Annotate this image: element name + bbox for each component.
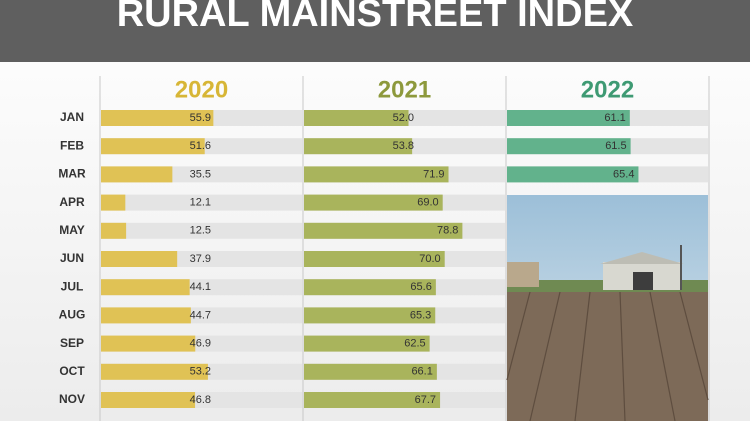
bar [304,138,413,155]
bar-track [101,194,302,211]
value-label: 67.7 [415,394,436,406]
value-label: 52.0 [393,112,414,124]
value-label: 35.5 [190,168,211,180]
bar [101,194,126,211]
value-label: 53.2 [190,366,211,378]
category-label: FEB [60,138,84,152]
value-label: 12.5 [190,225,211,237]
category-label: JUN [60,251,84,265]
bar [304,392,441,408]
category-label: JAN [60,110,84,124]
legend-year: 2022 [581,76,634,103]
bar-track [101,222,302,239]
bar [101,251,178,267]
value-label: 46.8 [190,394,211,406]
category-label: JUL [61,279,84,293]
bar [304,279,436,296]
legend-year: 2020 [175,76,228,103]
value-label: 44.1 [190,281,211,293]
legend-year: 2021 [378,76,431,103]
value-label: 12.1 [190,197,211,209]
value-label: 44.7 [190,309,211,321]
header-band [0,0,750,62]
value-label: 37.9 [190,253,211,265]
bar [304,166,449,183]
bar [101,335,196,352]
bar [304,335,430,352]
category-label: OCT [59,364,85,378]
value-label: 46.9 [190,338,211,350]
bar [304,307,436,324]
value-label: 66.1 [411,366,432,378]
bar [304,110,409,126]
bar [507,138,631,155]
bar [101,138,205,155]
category-label: MAR [58,167,86,181]
photo [506,195,709,421]
bar [101,222,127,239]
value-label: 69.0 [417,197,438,209]
bar [101,279,190,296]
bar [101,110,214,126]
bar [304,251,445,267]
category-label: MAY [59,223,85,237]
category-label: NOV [59,392,85,406]
bar [101,363,208,380]
value-label: 51.6 [190,140,211,152]
value-label: 53.8 [393,140,414,152]
category-label: AUG [59,308,86,322]
value-label: 62.5 [404,338,425,350]
value-label: 70.0 [419,253,440,265]
category-label: SEP [60,336,84,350]
category-label: APR [59,195,85,209]
bar [304,222,463,239]
value-label: 55.9 [190,112,211,124]
value-label: 61.1 [604,112,625,124]
value-label: 65.3 [410,309,431,321]
bar [304,194,443,211]
bar [507,166,639,183]
bar [101,166,173,183]
chart-title: RURAL MAINSTREET INDEX [117,0,634,35]
value-label: 65.6 [410,281,431,293]
bar [507,110,630,126]
value-label: 71.9 [423,168,444,180]
value-label: 61.5 [605,140,626,152]
bar [304,363,437,380]
bar [101,392,196,408]
value-label: 78.8 [437,225,458,237]
bar [101,307,191,324]
value-label: 65.4 [613,168,634,180]
